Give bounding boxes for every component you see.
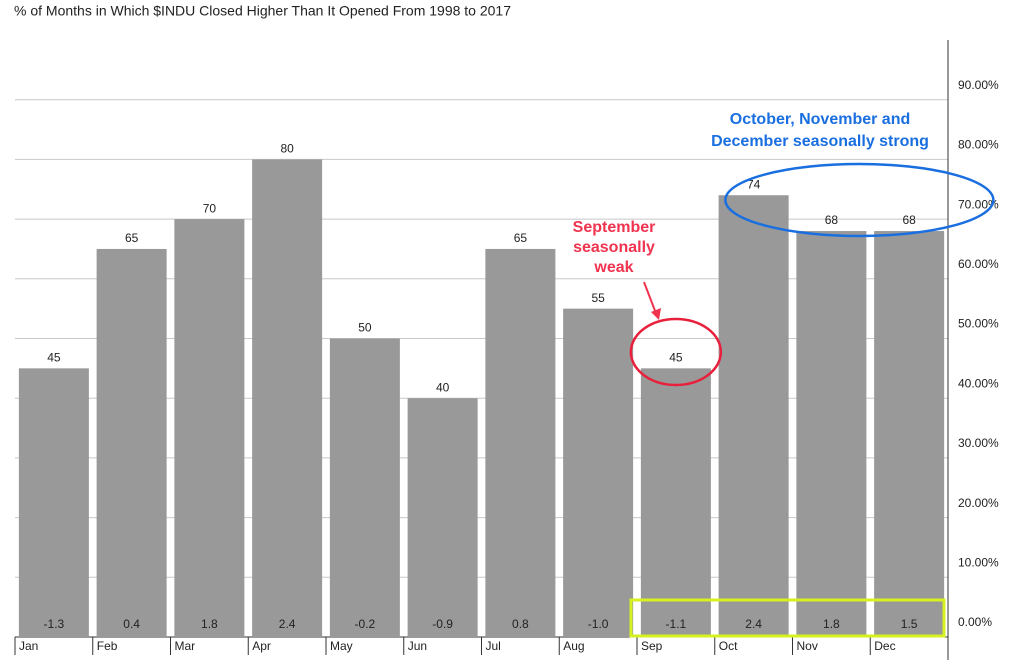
- bar: [640, 368, 711, 637]
- bar: [329, 338, 400, 637]
- value-label: 40: [436, 380, 450, 394]
- annotation-weak: September: [573, 219, 656, 236]
- y-tick-label: 30.00%: [958, 436, 999, 450]
- bottom-label: 2.4: [279, 617, 296, 631]
- x-tick-label: Dec: [874, 639, 895, 653]
- y-tick-label: 90.00%: [958, 78, 999, 92]
- value-label: 65: [125, 231, 139, 245]
- bar: [96, 248, 167, 637]
- bottom-label: 1.8: [201, 617, 218, 631]
- x-tick-label: Nov: [797, 639, 818, 653]
- y-tick-label: 40.00%: [958, 376, 999, 390]
- x-tick-label: Aug: [563, 639, 584, 653]
- x-tick-label: Jan: [19, 639, 38, 653]
- y-tick-label: 20.00%: [958, 496, 999, 510]
- bottom-label: 0.8: [512, 617, 529, 631]
- y-tick-label: 50.00%: [958, 317, 999, 331]
- value-label: 45: [47, 351, 61, 365]
- annotation-weak: weak: [593, 259, 633, 276]
- value-label: 80: [280, 142, 294, 156]
- annotation-strong: December seasonally strong: [711, 133, 929, 150]
- bottom-label: 1.8: [823, 617, 840, 631]
- value-label: 68: [825, 213, 839, 227]
- x-tick-label: Feb: [97, 639, 118, 653]
- value-label: 70: [203, 201, 217, 215]
- arrow: [643, 281, 658, 317]
- bottom-label: -0.9: [432, 617, 453, 631]
- bottom-label: 1.5: [901, 617, 918, 631]
- chart-title: % of Months in Which $INDU Closed Higher…: [14, 3, 511, 19]
- y-tick-label: 10.00%: [958, 555, 999, 569]
- bottom-label: -1.0: [588, 617, 609, 631]
- arrow-head: [651, 308, 661, 320]
- bar: [174, 219, 245, 637]
- value-label: 65: [514, 231, 528, 245]
- x-tick-label: Mar: [175, 639, 196, 653]
- bottom-label: 2.4: [745, 617, 762, 631]
- highlight-ellipse: [629, 317, 723, 387]
- y-tick-label: 80.00%: [958, 138, 999, 152]
- bar: [407, 398, 478, 637]
- x-tick-label: Jun: [408, 639, 427, 653]
- bar: [796, 231, 867, 638]
- bar: [485, 248, 556, 637]
- annotation-strong: October, November and: [730, 111, 911, 128]
- bar: [18, 368, 89, 637]
- x-tick-label: Apr: [252, 639, 271, 653]
- bottom-label: -1.1: [666, 617, 687, 631]
- value-label: 55: [591, 291, 605, 305]
- highlight-ellipse: [724, 162, 995, 238]
- x-tick-label: May: [330, 639, 353, 653]
- value-label: 50: [358, 321, 372, 335]
- bar: [718, 195, 789, 637]
- value-label: 45: [669, 351, 683, 365]
- x-tick-label: Jul: [486, 639, 501, 653]
- bar: [252, 159, 323, 637]
- bar: [874, 231, 945, 638]
- bottom-label: -1.3: [44, 617, 65, 631]
- bar: [563, 308, 634, 637]
- y-tick-label: 0.00%: [958, 615, 992, 629]
- bottom-label: -0.2: [355, 617, 376, 631]
- y-tick-label: 60.00%: [958, 257, 999, 271]
- value-label: 74: [747, 177, 761, 191]
- annotation-weak: seasonally: [573, 239, 655, 256]
- value-label: 68: [902, 213, 916, 227]
- x-tick-label: Oct: [719, 639, 738, 653]
- highlight-box: [629, 598, 946, 638]
- bottom-label: 0.4: [123, 617, 140, 631]
- x-tick-label: Sep: [641, 639, 663, 653]
